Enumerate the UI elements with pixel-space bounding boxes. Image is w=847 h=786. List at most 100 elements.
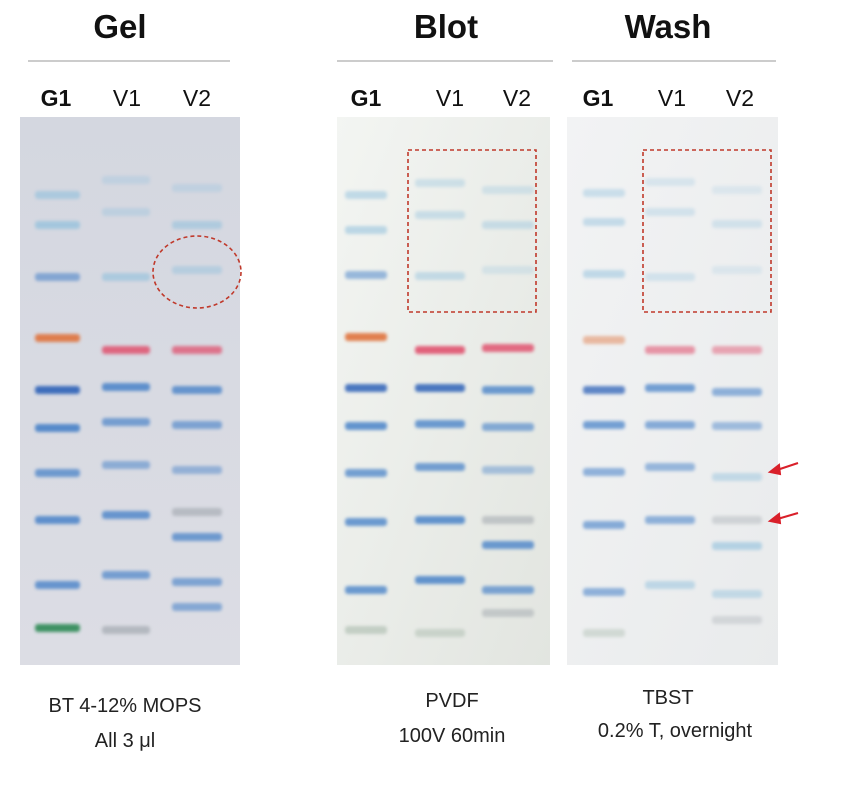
band bbox=[35, 624, 80, 632]
band bbox=[345, 518, 387, 526]
lane-label: V2 bbox=[183, 85, 211, 111]
band bbox=[712, 220, 762, 228]
band bbox=[645, 421, 695, 429]
band bbox=[645, 208, 695, 216]
band bbox=[482, 386, 534, 394]
band bbox=[645, 581, 695, 589]
band bbox=[415, 576, 465, 584]
lane-label: G1 bbox=[351, 85, 382, 111]
band bbox=[345, 226, 387, 234]
band bbox=[102, 461, 150, 469]
band bbox=[35, 273, 80, 281]
band bbox=[35, 424, 80, 432]
band bbox=[35, 191, 80, 199]
band bbox=[583, 468, 625, 476]
band bbox=[415, 463, 465, 471]
band bbox=[102, 418, 150, 426]
band bbox=[415, 516, 465, 524]
band bbox=[415, 629, 465, 637]
band bbox=[102, 571, 150, 579]
band bbox=[35, 334, 80, 342]
band bbox=[645, 346, 695, 354]
band bbox=[645, 463, 695, 471]
band bbox=[345, 384, 387, 392]
band bbox=[172, 184, 222, 192]
panel-title: Gel bbox=[93, 8, 146, 45]
band bbox=[345, 333, 387, 341]
caption: 0.2% T, overnight bbox=[598, 720, 753, 742]
band bbox=[482, 466, 534, 474]
caption: BT 4-12% MOPS bbox=[48, 695, 201, 717]
band bbox=[583, 270, 625, 278]
band bbox=[35, 469, 80, 477]
band bbox=[583, 336, 625, 344]
band bbox=[645, 178, 695, 186]
band bbox=[712, 473, 762, 481]
band bbox=[482, 221, 534, 229]
caption: PVDF bbox=[425, 690, 478, 712]
band bbox=[482, 586, 534, 594]
lane-label: V1 bbox=[436, 85, 464, 111]
band bbox=[583, 521, 625, 529]
band bbox=[35, 221, 80, 229]
band bbox=[712, 516, 762, 524]
band bbox=[172, 386, 222, 394]
band bbox=[172, 578, 222, 586]
band bbox=[712, 616, 762, 624]
band bbox=[102, 273, 150, 281]
band bbox=[102, 511, 150, 519]
band bbox=[645, 273, 695, 281]
band bbox=[172, 508, 222, 516]
band bbox=[35, 516, 80, 524]
band bbox=[345, 191, 387, 199]
lane-label: V1 bbox=[113, 85, 141, 111]
band bbox=[35, 581, 80, 589]
band bbox=[172, 466, 222, 474]
band bbox=[482, 423, 534, 431]
band bbox=[102, 383, 150, 391]
band bbox=[482, 609, 534, 617]
highlight-box bbox=[407, 149, 537, 313]
band bbox=[712, 590, 762, 598]
bands bbox=[35, 176, 762, 637]
highlight-box bbox=[642, 149, 772, 313]
arrows bbox=[767, 462, 799, 525]
band bbox=[415, 420, 465, 428]
band bbox=[583, 421, 625, 429]
band bbox=[102, 208, 150, 216]
band bbox=[172, 533, 222, 541]
band bbox=[172, 221, 222, 229]
band bbox=[415, 179, 465, 187]
band bbox=[712, 388, 762, 396]
band bbox=[102, 626, 150, 634]
band bbox=[482, 541, 534, 549]
band bbox=[415, 272, 465, 280]
lane-label: G1 bbox=[41, 85, 72, 111]
band bbox=[583, 629, 625, 637]
caption: TBST bbox=[642, 687, 693, 709]
band bbox=[35, 386, 80, 394]
band bbox=[482, 266, 534, 274]
band bbox=[415, 211, 465, 219]
panel-title: Blot bbox=[414, 8, 478, 45]
band bbox=[712, 542, 762, 550]
band bbox=[172, 346, 222, 354]
band bbox=[645, 516, 695, 524]
highlight-circle bbox=[152, 235, 242, 309]
band bbox=[712, 266, 762, 274]
band bbox=[172, 266, 222, 274]
band bbox=[712, 422, 762, 430]
lane-label: G1 bbox=[583, 85, 614, 111]
band bbox=[482, 516, 534, 524]
band bbox=[345, 586, 387, 594]
band bbox=[172, 603, 222, 611]
band bbox=[583, 386, 625, 394]
band bbox=[583, 218, 625, 226]
band bbox=[645, 384, 695, 392]
band bbox=[345, 469, 387, 477]
band bbox=[583, 588, 625, 596]
band bbox=[345, 422, 387, 430]
band bbox=[712, 346, 762, 354]
panel-title: Wash bbox=[625, 8, 712, 45]
